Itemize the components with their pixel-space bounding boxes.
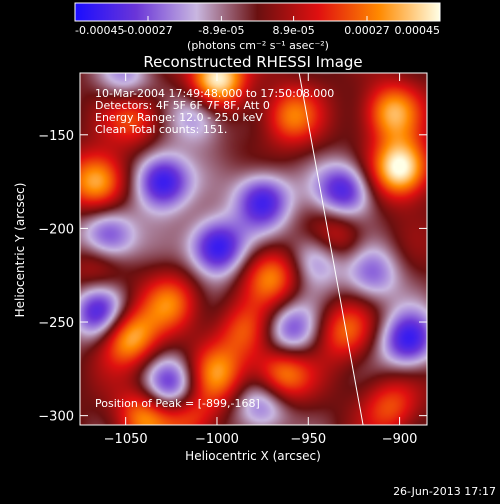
colorbar-units: (photons cm⁻² s⁻¹ asec⁻²) [187,39,329,52]
colorbar-gradient [74,2,441,22]
y-tick-label: −250 [38,316,74,331]
footer-timestamp: 26-Jun-2013 17:17 [393,485,496,498]
x-tick-label: −1050 [104,432,148,447]
colorbar-tick-label: -0.00027 [123,24,172,37]
colorbar-tick-label: -8.9e-05 [198,24,244,37]
y-axis-label: Heliocentric Y (arcsec) [13,183,27,318]
solar-limb-line [298,73,364,425]
y-axis-ticks: −150 −200 −250 −300 [38,129,427,425]
colorbar: -0.00045-0.00027 -8.9e-05 8.9e-05 0.00027 0.… [74,2,441,52]
colorbar-tick-label: 0.00045 [395,24,441,37]
chart-title: Reconstructed RHESSI Image [143,53,362,71]
y-tick-label: −200 [38,222,74,237]
x-tick-label: −950 [290,432,326,447]
annotation-line: 10-Mar-2004 17:49:48.000 to 17:50:08.000 [95,87,334,100]
colorbar-tick-label: -0.00045 [75,24,124,37]
colorbar-tick-label: 0.00027 [344,24,390,37]
heatmap-image [80,73,427,425]
y-tick-label: −300 [38,410,74,425]
annotation-line: Clean Total counts: 151. [95,123,227,136]
x-tick-label: −900 [382,432,418,447]
annotation-line: Energy Range: 12.0 - 25.0 keV [95,111,263,124]
annotation-line: Detectors: 4F 5F 6F 7F 8F, Att 0 [95,99,270,112]
y-tick-label: −150 [38,129,74,144]
x-axis-ticks: −1050 −1000 −950 −900 [104,73,418,447]
x-axis-label: Heliocentric X (arcsec) [185,449,321,463]
peak-position-label: Position of Peak = [-899,-168] [95,397,260,410]
x-tick-label: −1000 [195,432,239,447]
annotation-block: 10-Mar-2004 17:49:48.000 to 17:50:08.000… [95,87,334,136]
colorbar-tick-label: 8.9e-05 [272,24,314,37]
plot-frame [79,72,428,426]
colorbar-ticks: -0.00045-0.00027 -8.9e-05 8.9e-05 0.00027 0.… [74,16,441,37]
